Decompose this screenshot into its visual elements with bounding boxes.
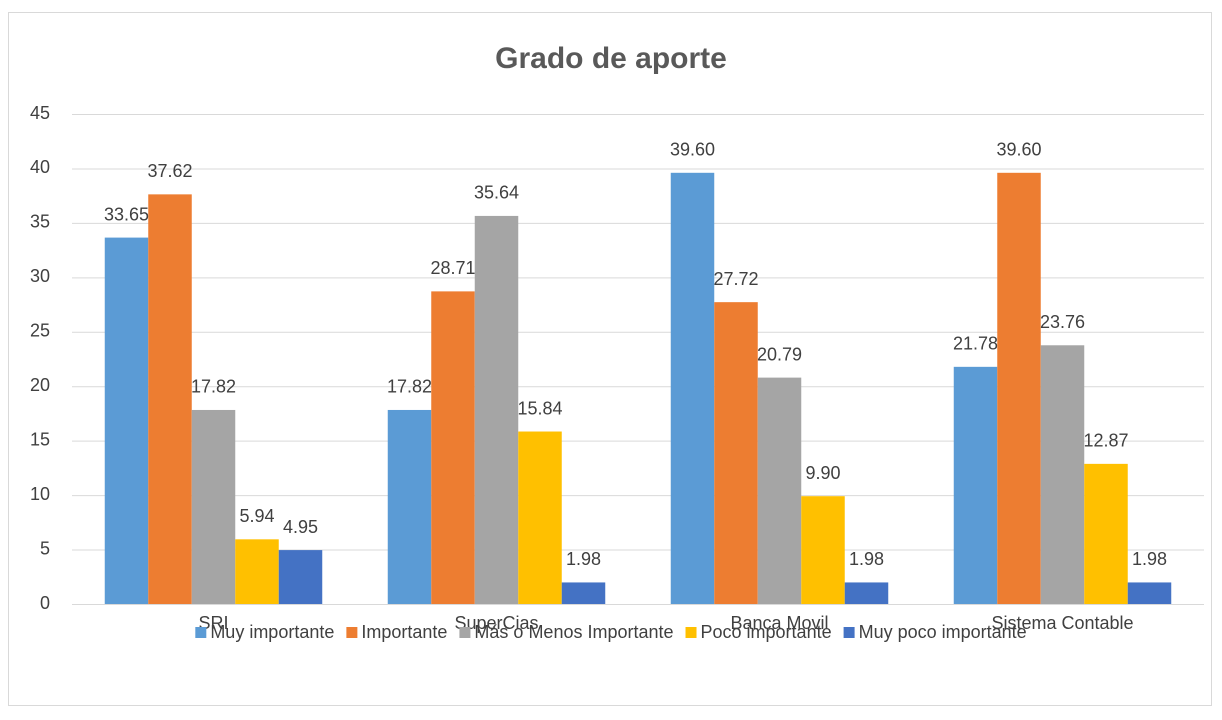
value-label: 28.71 [430, 258, 475, 278]
x-tick-label: Banca Movil [730, 613, 828, 633]
bar [561, 582, 606, 604]
y-tick-label: 5 [40, 538, 50, 558]
bar [997, 172, 1041, 605]
y-tick-label: 20 [30, 375, 50, 395]
value-label: 39.60 [996, 140, 1041, 160]
value-label: 15.84 [517, 398, 562, 418]
value-label: 1.98 [1132, 549, 1167, 569]
value-label: 4.95 [283, 517, 318, 537]
bar [518, 431, 562, 604]
x-tick-label: Sistema Contable [991, 613, 1133, 633]
bar [670, 172, 715, 605]
value-label: 33.65 [104, 204, 149, 224]
bar [235, 539, 279, 604]
bar [757, 377, 802, 604]
x-tick-label: SuperCias [454, 613, 538, 633]
value-label: 1.98 [566, 549, 601, 569]
value-label: 39.60 [670, 140, 715, 160]
bar [104, 237, 149, 605]
value-label: 35.64 [474, 183, 519, 203]
legend-swatch [346, 627, 358, 638]
y-tick-label: 10 [30, 484, 50, 504]
y-tick-label: 0 [40, 593, 50, 613]
value-label: 27.72 [713, 269, 758, 289]
legend-swatch [459, 627, 471, 638]
value-label: 37.62 [147, 161, 192, 181]
value-label: 21.78 [953, 334, 998, 354]
bar [474, 215, 519, 605]
chart-title: Grado de aporte [495, 42, 727, 75]
legend-swatch [843, 627, 855, 638]
bar [148, 194, 192, 605]
legend-label: Importante [361, 622, 447, 642]
bar [953, 366, 998, 604]
value-label: 17.82 [191, 377, 236, 397]
legend-label: Muy importante [210, 622, 334, 642]
y-tick-label: 25 [30, 321, 50, 341]
bar [278, 550, 323, 604]
value-label: 12.87 [1083, 431, 1128, 451]
bar [1040, 345, 1085, 604]
y-tick-label: 30 [30, 266, 50, 286]
value-label: 23.76 [1040, 312, 1085, 332]
value-label: 17.82 [387, 377, 432, 397]
y-tick-label: 40 [30, 157, 50, 177]
legend-label: Poco importante [701, 622, 832, 642]
y-tick-label: 15 [30, 429, 50, 449]
y-tick-label: 45 [30, 103, 50, 123]
bar [714, 302, 758, 604]
legend-swatch [685, 627, 697, 638]
y-tick-label: 35 [30, 212, 50, 232]
bar [387, 409, 432, 604]
bar [844, 582, 889, 604]
bar [191, 409, 236, 604]
bar [1084, 463, 1128, 604]
bar [1127, 582, 1172, 604]
bar [801, 496, 845, 604]
legend-label: Muy poco importante [859, 622, 1027, 642]
legend-label: Más o Menos Importante [474, 622, 673, 642]
bar [431, 291, 475, 604]
value-label: 20.79 [757, 344, 802, 364]
legend-swatch [195, 627, 207, 638]
value-label: 1.98 [849, 549, 884, 569]
value-label: 5.94 [239, 506, 274, 526]
value-label: 9.90 [805, 463, 840, 483]
